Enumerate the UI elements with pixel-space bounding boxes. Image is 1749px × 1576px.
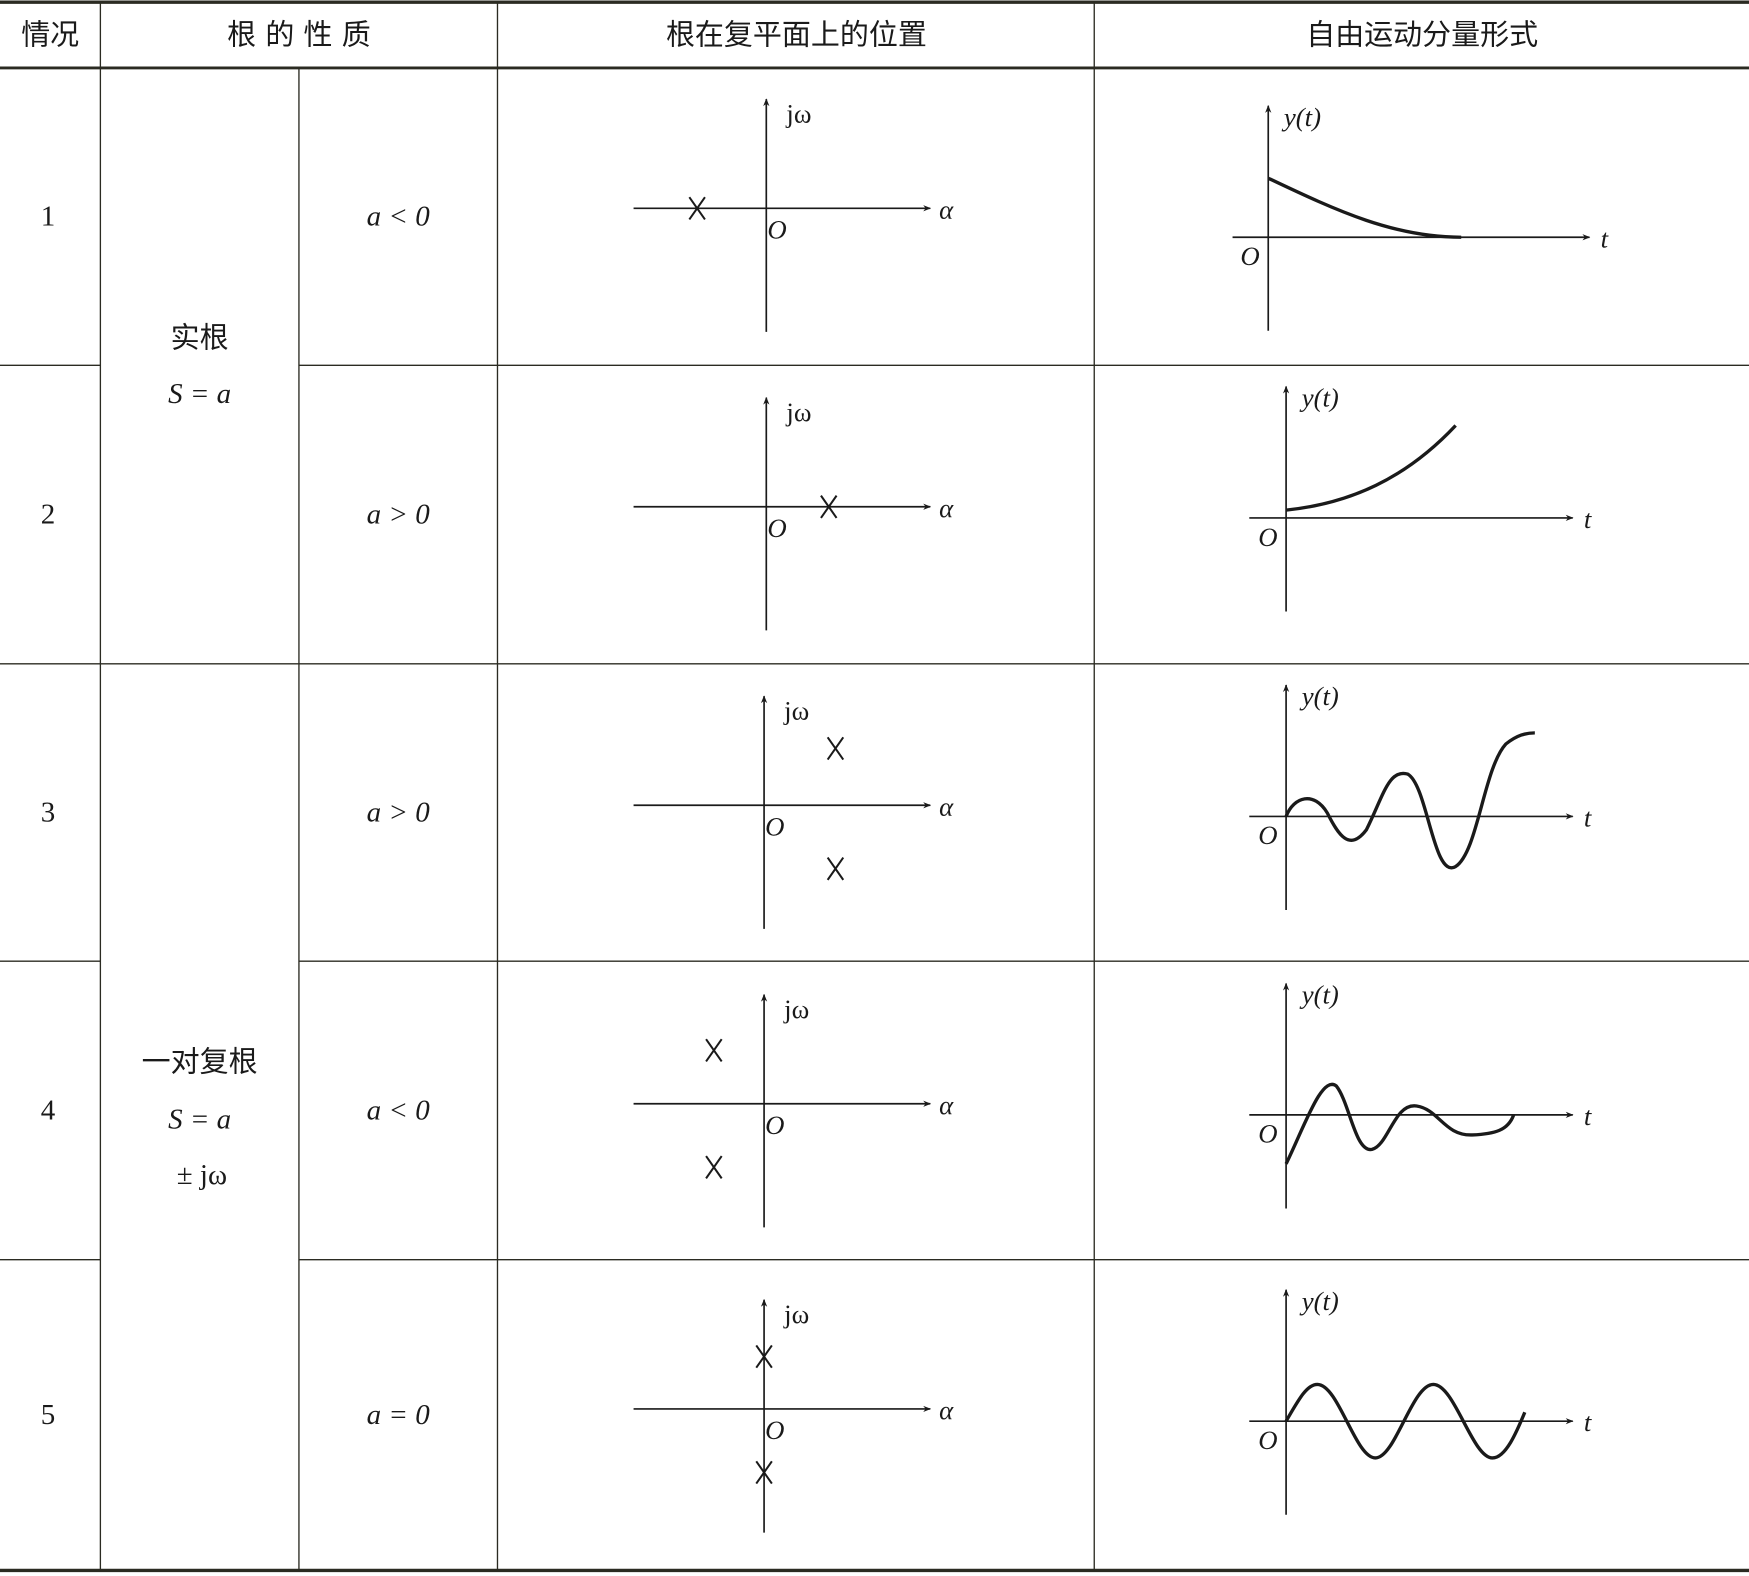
response-plot: y(t) t O	[1232, 102, 1609, 331]
pole-marker-icon	[755, 1344, 773, 1369]
response-curve	[1284, 731, 1535, 870]
pole-plot: jω α O	[633, 98, 954, 332]
pole-plot: jω α O	[633, 396, 954, 631]
y-axis-label: y(t)	[1299, 681, 1339, 711]
pole-marker-icon	[826, 736, 845, 761]
origin-label: O	[1258, 1425, 1277, 1455]
imag-axis-label: jω	[785, 99, 811, 129]
group-formula: S = a	[168, 378, 231, 410]
pole-plot: jω α O	[633, 1299, 954, 1533]
response-plot: y(t) t O	[1249, 681, 1592, 910]
case-number: 2	[41, 498, 55, 530]
real-axis-label: α	[939, 791, 954, 821]
real-axis-label: α	[939, 1090, 954, 1120]
response-plot: y(t) t O	[1249, 1286, 1592, 1515]
response-plot: y(t) t O	[1249, 980, 1592, 1209]
origin-label: O	[767, 513, 786, 543]
group-title: 一对复根	[142, 1044, 258, 1078]
imag-axis-label: jω	[783, 994, 809, 1024]
origin-label: O	[765, 1110, 784, 1140]
header-case: 情况	[21, 18, 79, 52]
case-number: 4	[41, 1094, 56, 1126]
pole-plot: jω α O	[633, 695, 954, 929]
group-formula: S = a	[168, 1103, 231, 1135]
header-position: 根在复平面上的位置	[666, 18, 927, 52]
pole-marker-icon	[705, 1038, 723, 1063]
case-number: 1	[41, 201, 55, 233]
t-axis-label: t	[1601, 223, 1609, 253]
origin-label: O	[765, 811, 784, 841]
t-axis-label: t	[1584, 504, 1592, 534]
root-condition: a > 0	[367, 796, 431, 828]
y-axis-label: y(t)	[1281, 102, 1321, 132]
imag-axis-label: jω	[785, 397, 811, 427]
root-condition: a < 0	[367, 201, 431, 233]
table-row: 3 a > 0 jω α Oy(t) t O	[41, 681, 1592, 929]
pole-marker-icon	[820, 495, 838, 519]
t-axis-label: t	[1584, 802, 1592, 832]
pole-marker-icon	[826, 857, 845, 881]
pole-marker-icon	[688, 196, 706, 220]
pole-marker-icon	[705, 1155, 723, 1179]
origin-label: O	[1258, 820, 1277, 850]
origin-label: O	[767, 214, 786, 244]
case-number: 3	[41, 796, 55, 828]
t-axis-label: t	[1584, 1101, 1592, 1131]
group-formula-2: ± jω	[177, 1159, 227, 1191]
y-axis-label: y(t)	[1299, 980, 1339, 1010]
root-condition: a > 0	[367, 498, 431, 530]
response-curve	[1267, 176, 1462, 239]
root-condition: a = 0	[367, 1399, 431, 1431]
imag-axis-label: jω	[783, 696, 809, 726]
header-form: 自由运动分量形式	[1306, 18, 1538, 52]
t-axis-label: t	[1584, 1407, 1592, 1437]
root-condition: a < 0	[367, 1094, 431, 1126]
response-curve	[1285, 424, 1457, 512]
origin-label: O	[1258, 522, 1277, 552]
origin-label: O	[765, 1415, 784, 1445]
table-row: 5 a = 0 jω α Oy(t) t O	[41, 1286, 1592, 1533]
case-number: 5	[41, 1399, 55, 1431]
header-nature: 根 的 性 质	[227, 18, 371, 52]
real-axis-label: α	[939, 493, 954, 523]
response-plot: y(t) t O	[1249, 383, 1592, 612]
pole-plot: jω α O	[633, 993, 954, 1228]
real-axis-label: α	[939, 194, 954, 224]
table-row: 2 a > 0 jω α Oy(t) t O	[41, 383, 1592, 631]
pole-marker-icon	[755, 1460, 773, 1485]
table-row: 4 a < 0 jω α Oy(t) t O	[41, 980, 1592, 1228]
y-axis-label: y(t)	[1299, 383, 1339, 413]
table-row: 1 a < 0 jω α Oy(t) t O	[41, 98, 1609, 332]
origin-label: O	[1258, 1119, 1277, 1149]
origin-label: O	[1240, 241, 1259, 271]
imag-axis-label: jω	[783, 1299, 809, 1329]
group-title: 实根	[171, 321, 229, 355]
response-curve	[1284, 1382, 1527, 1460]
response-curve	[1284, 1082, 1516, 1165]
real-axis-label: α	[939, 1395, 954, 1425]
y-axis-label: y(t)	[1299, 1286, 1339, 1316]
